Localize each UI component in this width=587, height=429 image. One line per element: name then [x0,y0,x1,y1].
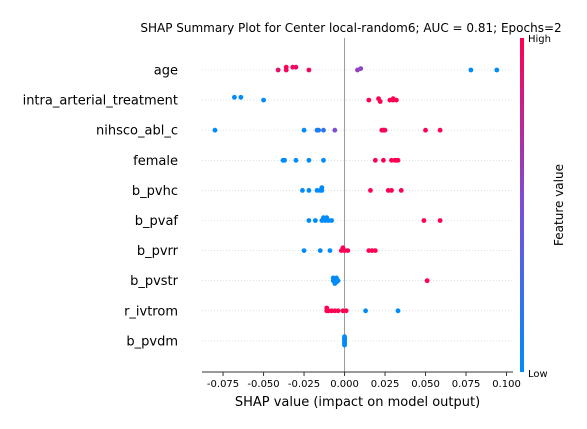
shap-point [381,157,386,163]
shap-point [261,97,266,103]
x-tick-label: -0.050 [247,379,279,390]
x-tick-label: -0.075 [207,379,239,390]
shap-point [368,188,373,193]
shap-point [316,127,322,133]
shap-point [317,248,323,254]
shap-point [329,218,334,223]
feature-label: intra_arterial_treatment [23,94,178,109]
shap-point [293,64,299,70]
x-tick-label: 0.000 [330,379,359,390]
shap-point [312,218,318,223]
feature-label: b_pvstr [130,274,179,289]
colorbar [520,38,524,372]
feature-labels: age intra_arterial_treatment nihsco_abl_cf… [23,64,179,350]
shap-point [332,127,338,133]
gridlines [202,69,513,342]
feature-label: r_ivtrom [124,304,178,319]
shap-point [275,67,281,73]
shap-point [382,127,388,133]
shap-point [301,127,307,133]
x-tick-label: 0.075 [452,379,481,390]
shap-point [363,308,368,314]
shap-point [377,99,383,104]
shap-point [468,67,474,73]
x-tick-label: 0.025 [371,379,400,390]
shap-point [423,127,428,133]
colorbar-low-label: Low [528,369,548,380]
shap-point [301,248,307,254]
shap-point [372,248,378,254]
shap-point [335,308,341,314]
x-ticks: -0.075 -0.050 -0.025 0.000 0.025 0.050 0.075 0.… [207,372,521,390]
shap-point [395,308,401,314]
x-tick-label: 0.100 [492,379,521,390]
colorbar-high-label: High [528,34,551,45]
x-tick-label: 0.050 [411,379,440,390]
shap-point [293,157,299,163]
x-tick-label: -0.025 [288,379,320,390]
shap-point [372,157,378,163]
shap-point [358,66,364,71]
feature-label: b_pvrr [137,244,179,259]
chart-title: SHAP Summary Plot for Center local-rando… [140,21,561,35]
shap-point [321,127,326,133]
shap-point [343,308,349,314]
shap-point [366,97,372,103]
shap-point [393,97,399,103]
colorbar-title: Feature value [552,164,566,246]
shap-point [342,340,347,346]
shap-point [327,248,333,254]
feature-label: age [154,64,178,79]
shap-point [340,245,346,251]
feature-label: b_pvhc [132,184,178,199]
shap-point [306,218,312,223]
feature-label: b_pvaf [135,214,179,229]
shap-point [424,278,430,284]
shap-point [282,157,288,163]
shap-point [332,276,338,282]
shap-point [437,127,443,133]
shap-point [300,188,305,193]
shap-point [306,188,312,193]
shap-point [395,157,401,163]
x-axis-label: SHAP value (impact on model output) [235,395,480,410]
shap-point [324,215,330,221]
shap-point [319,185,325,191]
shap-point [345,248,351,254]
points-layer [212,64,500,348]
shap-point [437,218,443,223]
shap-point [421,218,427,223]
shap-point [283,67,289,73]
shap-point [389,188,394,193]
feature-label: b_pvdm [126,334,178,349]
feature-label: nihsco_abl_c [96,124,178,139]
shap-point [321,157,326,163]
shap-point [238,94,244,100]
shap-point [342,336,347,342]
shap-point [306,157,312,163]
shap-point [231,94,237,100]
shap-point [324,305,330,311]
shap-point [212,127,218,133]
shap-point [494,67,500,73]
shap-point [398,188,404,193]
shap-point [306,67,312,73]
feature-label: female [133,154,178,169]
